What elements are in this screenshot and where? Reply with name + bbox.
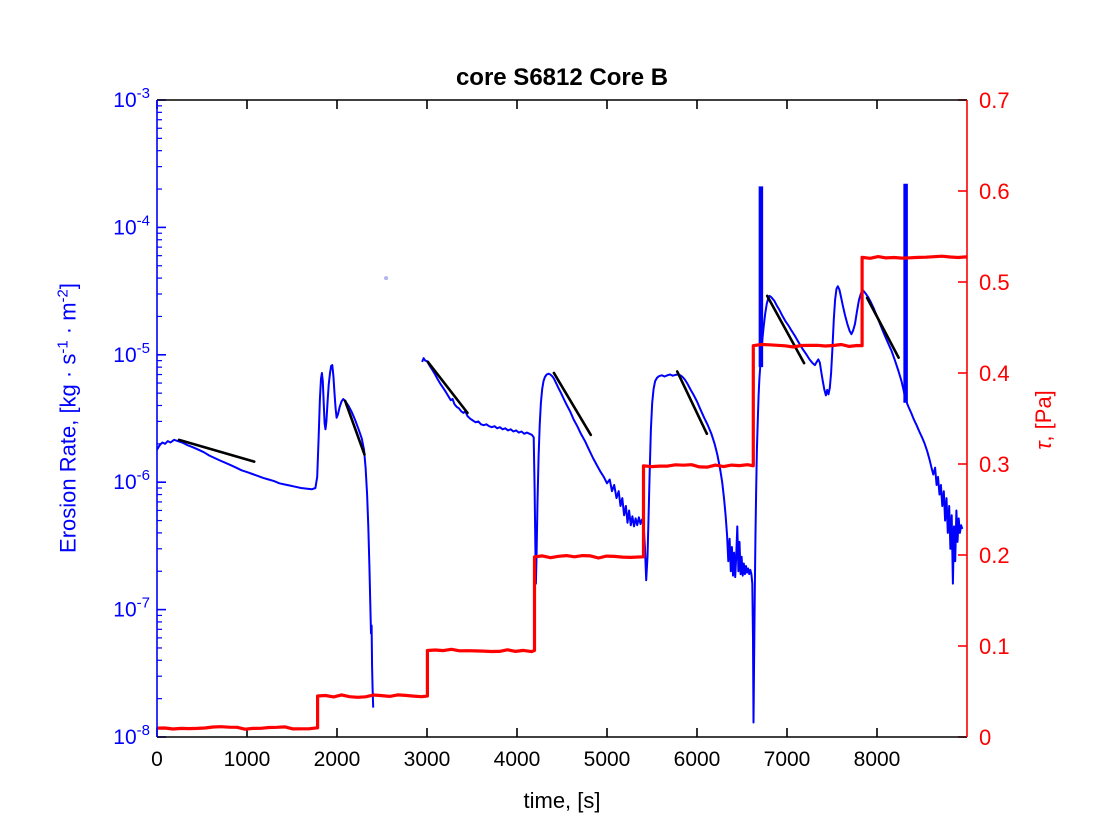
y-right-tick-label: 0.3 [979, 452, 1010, 477]
y-axis-left-label: Erosion Rate, [kg · s-1 · m-2] [54, 283, 81, 553]
x-axis-label: time, [s] [523, 788, 601, 813]
y-right-tick-label: 0 [979, 725, 991, 750]
axis-label-part: -2 [54, 289, 72, 303]
axis-label-part: Erosion Rate, [kg · s [55, 353, 81, 553]
axis-label-part: ] [55, 283, 81, 290]
x-tick-label: 6000 [674, 748, 721, 771]
y-right-tick-label: 0.5 [979, 270, 1010, 295]
y-axis-right-label: τ, [Pa] [1031, 390, 1057, 450]
x-tick-label: 3000 [404, 748, 451, 771]
chart-title: core S6812 Core B [455, 64, 669, 91]
tau-step-line [156, 254, 968, 731]
fit-segment [765, 294, 806, 365]
x-tick-label: 7000 [764, 748, 811, 771]
fit-segment [177, 438, 256, 463]
fit-lines [177, 294, 900, 463]
axis-label-part: -1 [54, 340, 72, 354]
axis-label-part: τ [1031, 441, 1056, 450]
x-tick-label: 2000 [314, 748, 361, 771]
axis-label-part: , [Pa] [1031, 390, 1056, 442]
spike-lines [758, 183, 908, 403]
erosion-rate-segment [421, 285, 964, 724]
fit-segment [552, 371, 593, 437]
y-left-tick-label: 10-7 [113, 595, 150, 622]
y-left-tick-label: 10-6 [113, 467, 150, 494]
y-right-tick-label: 0.1 [979, 634, 1010, 659]
y-left-tick-label: 10-8 [113, 722, 150, 749]
fit-segment [343, 399, 366, 456]
fit-segment [426, 360, 469, 415]
fit-segment [865, 296, 900, 359]
y-left-tick-label: 10-5 [113, 340, 150, 367]
y-right-tick-label: 0.6 [979, 179, 1010, 204]
fit-segment [675, 370, 709, 436]
x-tick-label: 0 [151, 748, 163, 771]
x-tick-label: 8000 [854, 748, 901, 771]
erosion-rate-line [156, 285, 964, 724]
y-left-tick-label: 10-4 [113, 212, 150, 239]
y-right-tick-label: 0.2 [979, 543, 1010, 568]
y-right-tick-label: 0.7 [979, 88, 1010, 113]
y-right-ticks: 0 0.1 0.2 0.3 0.4 0.5 0.6 0.7 [958, 88, 1010, 750]
tau-line [156, 254, 968, 731]
x-axis-ticks: 0 1000 2000 3000 4000 5000 6000 7000 8000 [151, 100, 900, 771]
y-right-tick-label: 0.4 [979, 361, 1010, 386]
plot-box [156, 99, 968, 738]
outlier-point [384, 276, 389, 281]
x-tick-label: 5000 [584, 748, 631, 771]
y-left-ticks: 10-3 10-4 10-5 10-6 10-7 10-8 [113, 85, 166, 749]
y-left-tick-label: 10-3 [113, 85, 150, 112]
erosion-rate-segment [156, 364, 375, 708]
x-tick-label: 4000 [494, 748, 541, 771]
x-tick-label: 1000 [224, 748, 271, 771]
axis-label-part: · m [55, 302, 81, 341]
